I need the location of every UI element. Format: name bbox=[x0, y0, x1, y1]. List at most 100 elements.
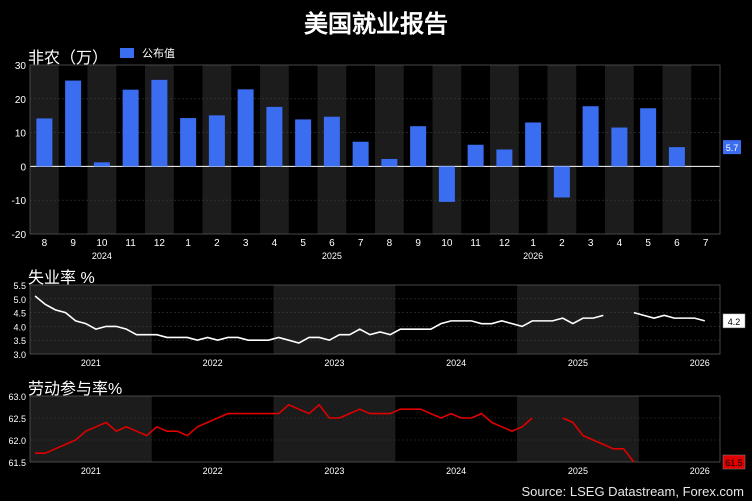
participation-last-value-box bbox=[722, 454, 746, 470]
nfp-xtick: 5 bbox=[300, 238, 306, 249]
participation-panel-title: 劳动参与率% bbox=[28, 381, 123, 398]
nfp-last-value: 5.7 bbox=[726, 143, 739, 153]
nfp-band bbox=[375, 65, 404, 234]
nfp-frame bbox=[29, 64, 721, 235]
unemployment-xtick: 2024 bbox=[446, 358, 466, 368]
nfp-bar bbox=[467, 144, 484, 167]
legend-swatch bbox=[120, 48, 134, 58]
participation-xtick: 2021 bbox=[81, 466, 101, 476]
nfp-ytick: 0 bbox=[20, 162, 26, 173]
unemployment-last-value: 4.2 bbox=[728, 317, 741, 327]
nfp-xtick: 12 bbox=[499, 238, 511, 249]
nfp-bar bbox=[582, 106, 599, 167]
nfp-year-label: 2025 bbox=[322, 251, 342, 261]
participation-xtick: 2024 bbox=[446, 466, 466, 476]
nfp-xtick: 3 bbox=[243, 238, 249, 249]
nfp-xtick: 7 bbox=[703, 238, 709, 249]
nfp-ytick: -10 bbox=[12, 196, 27, 207]
unemployment-xtick: 2023 bbox=[324, 358, 344, 368]
nfp-bar bbox=[438, 166, 455, 202]
nfp-xtick: 7 bbox=[358, 238, 364, 249]
nfp-bar bbox=[65, 80, 82, 167]
nfp-xtick: 9 bbox=[70, 238, 76, 249]
participation-xtick: 2023 bbox=[324, 466, 344, 476]
nfp-xtick: 4 bbox=[617, 238, 623, 249]
nfp-band bbox=[87, 65, 117, 234]
unemployment-ytick: 4.0 bbox=[13, 322, 26, 332]
nfp-year-label: 2024 bbox=[92, 251, 112, 261]
unemployment-ytick: 3.0 bbox=[13, 350, 26, 360]
legend-label: 公布值 bbox=[142, 47, 175, 60]
unemployment-ytick: 5.5 bbox=[13, 281, 26, 291]
nfp-year-label: 2026 bbox=[523, 251, 543, 261]
participation-ytick: 62.5 bbox=[8, 414, 26, 424]
nfp-bar bbox=[668, 147, 685, 167]
nfp-xtick: 6 bbox=[329, 238, 335, 249]
nfp-bar bbox=[237, 89, 254, 167]
nfp-xtick: 6 bbox=[674, 238, 680, 249]
participation-series-line bbox=[562, 417, 635, 463]
nfp-bar bbox=[151, 79, 168, 167]
unemployment-xtick: 2026 bbox=[690, 358, 710, 368]
source-note: Source: LSEG Datastream, Forex.com bbox=[521, 484, 744, 499]
nfp-xtick: 5 bbox=[645, 238, 651, 249]
participation-xtick: 2026 bbox=[690, 466, 710, 476]
participation-frame bbox=[29, 395, 721, 463]
nfp-bar bbox=[553, 166, 570, 198]
nfp-bar bbox=[496, 149, 513, 167]
nfp-bar bbox=[295, 119, 312, 167]
nfp-bar bbox=[381, 158, 398, 167]
nfp-bar bbox=[122, 89, 139, 167]
nfp-ytick: 30 bbox=[15, 61, 27, 72]
nfp-bar bbox=[611, 127, 628, 167]
nfp-bar bbox=[266, 106, 283, 167]
nfp-xtick: 9 bbox=[415, 238, 421, 249]
nfp-xtick: 12 bbox=[154, 238, 166, 249]
unemployment-series-line bbox=[633, 311, 705, 322]
nfp-xtick: 1 bbox=[185, 238, 191, 249]
unemployment-xtick: 2025 bbox=[568, 358, 588, 368]
nfp-bar bbox=[410, 126, 427, 167]
nfp-xtick: 10 bbox=[96, 238, 108, 249]
participation-series-line bbox=[35, 403, 533, 455]
nfp-bar bbox=[180, 118, 197, 167]
unemployment-ytick: 5.0 bbox=[13, 295, 26, 305]
nfp-bar bbox=[525, 122, 542, 167]
unemployment-xtick: 2021 bbox=[81, 358, 101, 368]
unemployment-band bbox=[273, 285, 396, 354]
page-title: 美国就业报告 bbox=[304, 11, 448, 38]
nfp-bar bbox=[352, 141, 369, 167]
participation-ytick: 62.0 bbox=[8, 436, 26, 446]
nfp-ytick: 10 bbox=[15, 129, 27, 140]
nfp-panel-title: 非农（万） bbox=[28, 50, 109, 67]
unemployment-ytick: 4.5 bbox=[13, 309, 26, 319]
nfp-bar bbox=[640, 108, 657, 167]
nfp-bar bbox=[93, 162, 110, 167]
nfp-band bbox=[432, 65, 462, 234]
nfp-ytick: -20 bbox=[12, 230, 27, 241]
unemployment-xtick: 2022 bbox=[203, 358, 223, 368]
participation-ytick: 61.5 bbox=[8, 458, 26, 468]
nfp-xtick: 1 bbox=[530, 238, 536, 249]
unemployment-panel-title: 失业率 % bbox=[28, 270, 95, 287]
nfp-bar bbox=[323, 116, 340, 167]
nfp-band bbox=[547, 65, 577, 234]
nfp-xtick: 11 bbox=[125, 238, 136, 249]
nfp-xtick: 10 bbox=[441, 238, 453, 249]
nfp-xtick: 11 bbox=[470, 238, 481, 249]
participation-last-value: 61.5 bbox=[725, 458, 743, 468]
nfp-bar bbox=[208, 115, 225, 167]
nfp-ytick: 20 bbox=[15, 95, 27, 106]
nfp-xtick: 4 bbox=[272, 238, 278, 249]
nfp-xtick: 8 bbox=[387, 238, 393, 249]
participation-ytick: 63.0 bbox=[8, 392, 26, 402]
nfp-xtick: 3 bbox=[588, 238, 594, 249]
nfp-bar bbox=[36, 118, 53, 167]
unemployment-band bbox=[30, 285, 152, 354]
unemployment-frame bbox=[29, 284, 721, 355]
unemployment-series-line bbox=[34, 295, 604, 344]
nfp-xtick: 2 bbox=[559, 238, 565, 249]
unemployment-band bbox=[517, 285, 639, 354]
participation-xtick: 2022 bbox=[203, 466, 223, 476]
